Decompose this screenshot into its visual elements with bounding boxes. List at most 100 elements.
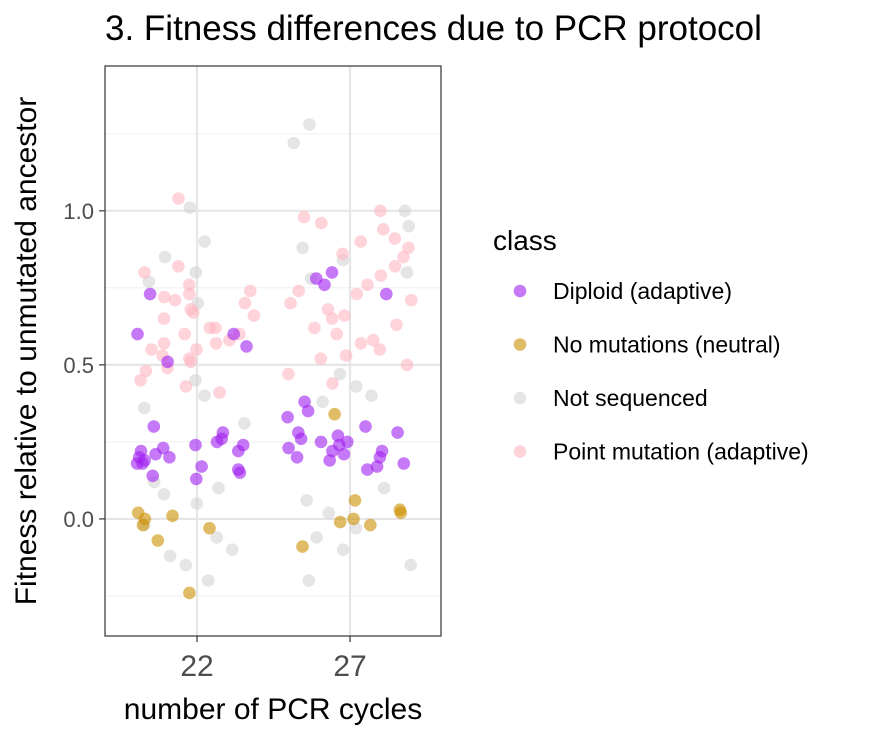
point-point-mutation-adaptive (330, 327, 344, 341)
point-diploid-adaptive (301, 404, 315, 418)
plot-border (104, 65, 442, 637)
point-not-sequenced (201, 574, 215, 587)
point-point-mutation-adaptive (314, 352, 328, 366)
point-no-mutations-neutral (166, 509, 179, 523)
y-tick-label: 0.5 (63, 353, 94, 378)
point-no-mutations-neutral (333, 515, 347, 529)
legend-label: No mutations (neutral) (553, 332, 781, 358)
point-point-mutation-adaptive (172, 192, 185, 205)
point-point-mutation-adaptive (374, 269, 388, 282)
point-point-mutation-adaptive (390, 318, 403, 332)
point-diploid-adaptive (136, 457, 149, 470)
point-point-mutation-adaptive (354, 337, 368, 350)
point-point-mutation-adaptive (238, 296, 252, 310)
point-point-mutation-adaptive (183, 278, 196, 292)
x-axis: 22 27 (180, 636, 367, 683)
point-point-mutation-adaptive (282, 367, 295, 381)
point-point-mutation-adaptive (388, 260, 402, 273)
point-not-sequenced (350, 380, 363, 393)
legend-label: Point mutation (adaptive) (553, 439, 809, 465)
point-no-mutations-neutral (296, 540, 309, 553)
legend-key (513, 284, 527, 298)
point-point-mutation-adaptive (388, 232, 402, 245)
point-not-sequenced (163, 549, 177, 563)
point-diploid-adaptive (147, 420, 161, 433)
point-no-mutations-neutral (348, 494, 362, 507)
point-diploid-adaptive (397, 457, 411, 470)
point-point-mutation-adaptive (134, 374, 147, 387)
point-diploid-adaptive (190, 472, 203, 486)
point-diploid-adaptive (314, 435, 328, 449)
point-point-mutation-adaptive (325, 312, 339, 325)
point-not-sequenced (225, 543, 239, 556)
x-tick-label: 27 (333, 650, 366, 683)
point-point-mutation-adaptive (405, 293, 418, 307)
point-not-sequenced (198, 389, 211, 403)
point-point-mutation-adaptive (184, 303, 198, 316)
point-not-sequenced (365, 389, 378, 403)
point-point-mutation-adaptive (168, 293, 182, 307)
point-point-mutation-adaptive (339, 349, 353, 362)
point-diploid-adaptive (370, 460, 384, 473)
point-not-sequenced (198, 235, 211, 248)
point-diploid-adaptive (326, 444, 339, 458)
point-point-mutation-adaptive (374, 204, 387, 218)
point-no-mutations-neutral (203, 521, 216, 535)
legend-key (513, 445, 527, 458)
point-diploid-adaptive (294, 432, 308, 446)
point-no-mutations-neutral (393, 503, 407, 516)
point-point-mutation-adaptive (158, 290, 171, 304)
point-diploid-adaptive (232, 444, 245, 458)
legend-key (513, 338, 527, 351)
point-not-sequenced (179, 558, 193, 572)
point-diploid-adaptive (163, 451, 176, 464)
point-diploid-adaptive (290, 451, 304, 464)
point-point-mutation-adaptive (179, 380, 193, 393)
point-point-mutation-adaptive (183, 352, 196, 366)
point-no-mutations-neutral (347, 512, 360, 526)
point-diploid-adaptive (361, 463, 374, 476)
legend-title: class (493, 225, 557, 256)
point-diploid-adaptive (282, 441, 295, 455)
point-point-mutation-adaptive (338, 309, 351, 322)
point-point-mutation-adaptive (138, 266, 151, 279)
point-not-sequenced (138, 401, 151, 415)
point-not-sequenced (300, 494, 314, 507)
point-not-sequenced (303, 118, 316, 131)
point-no-mutations-neutral (328, 407, 341, 421)
point-not-sequenced (287, 136, 301, 150)
point-diploid-adaptive (325, 266, 339, 279)
point-diploid-adaptive (131, 327, 144, 341)
point-point-mutation-adaptive (284, 296, 297, 310)
point-not-sequenced (322, 506, 336, 520)
point-not-sequenced (189, 266, 203, 279)
point-diploid-adaptive (240, 340, 253, 353)
point-point-mutation-adaptive (157, 312, 171, 325)
point-no-mutations-neutral (364, 518, 377, 532)
point-point-mutation-adaptive (157, 337, 171, 350)
point-diploid-adaptive (318, 278, 331, 292)
point-not-sequenced (310, 531, 323, 544)
point-diploid-adaptive (233, 466, 247, 480)
point-diploid-adaptive (380, 287, 393, 301)
point-no-mutations-neutral (136, 518, 150, 532)
point-not-sequenced (336, 543, 350, 556)
point-point-mutation-adaptive (178, 327, 191, 341)
point-point-mutation-adaptive (350, 287, 364, 301)
point-diploid-adaptive (337, 447, 351, 461)
point-point-mutation-adaptive (397, 250, 410, 264)
point-no-mutations-neutral (151, 534, 165, 547)
point-point-mutation-adaptive (315, 216, 328, 230)
point-not-sequenced (333, 367, 347, 381)
point-diploid-adaptive (195, 460, 208, 473)
point-point-mutation-adaptive (373, 343, 387, 356)
point-point-mutation-adaptive (213, 386, 226, 399)
point-point-mutation-adaptive (402, 241, 415, 255)
point-point-mutation-adaptive (172, 260, 185, 273)
point-diploid-adaptive (391, 426, 404, 439)
point-point-mutation-adaptive (183, 287, 196, 301)
point-diploid-adaptive (359, 420, 372, 433)
point-no-mutations-neutral (183, 586, 196, 600)
x-axis-title: number of PCR cycles (124, 693, 422, 726)
